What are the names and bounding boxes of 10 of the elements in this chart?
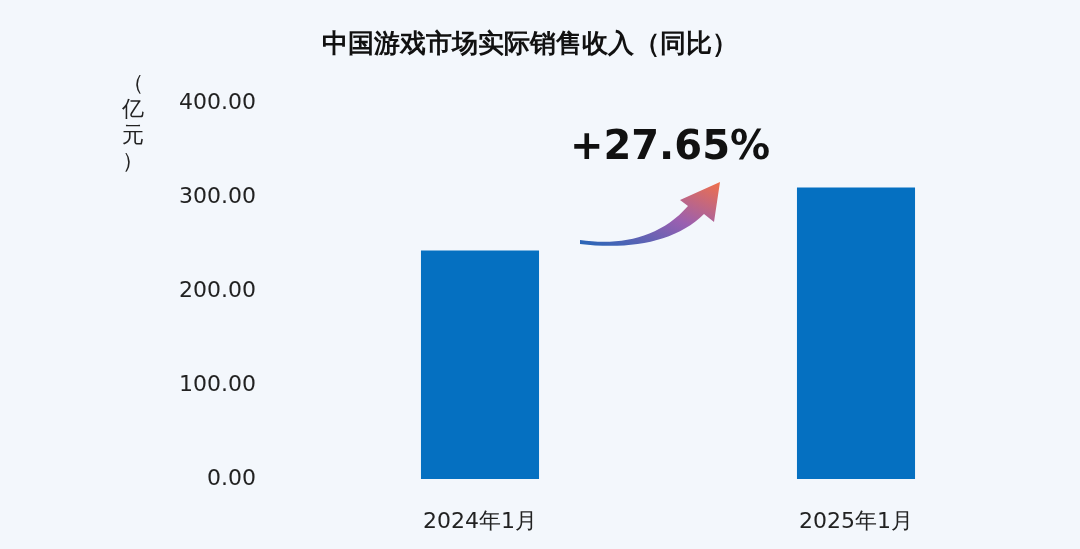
annotation: +27.65% <box>569 122 771 169</box>
y-tick-label: 100.00 <box>179 370 256 396</box>
y-tick-label: 400.00 <box>179 88 256 114</box>
x-tick-label: 2025年1月 <box>799 507 913 533</box>
y-axis-title: （亿元） <box>121 70 145 174</box>
chart-title: 中国游戏市场实际销售收入（同比） <box>321 27 739 60</box>
y-tick-label: 0.00 <box>207 464 256 490</box>
y-tick-label: 200.00 <box>179 276 256 302</box>
x-tick-label: 2024年1月 <box>423 507 537 533</box>
y-tick-label: 300.00 <box>179 182 256 208</box>
